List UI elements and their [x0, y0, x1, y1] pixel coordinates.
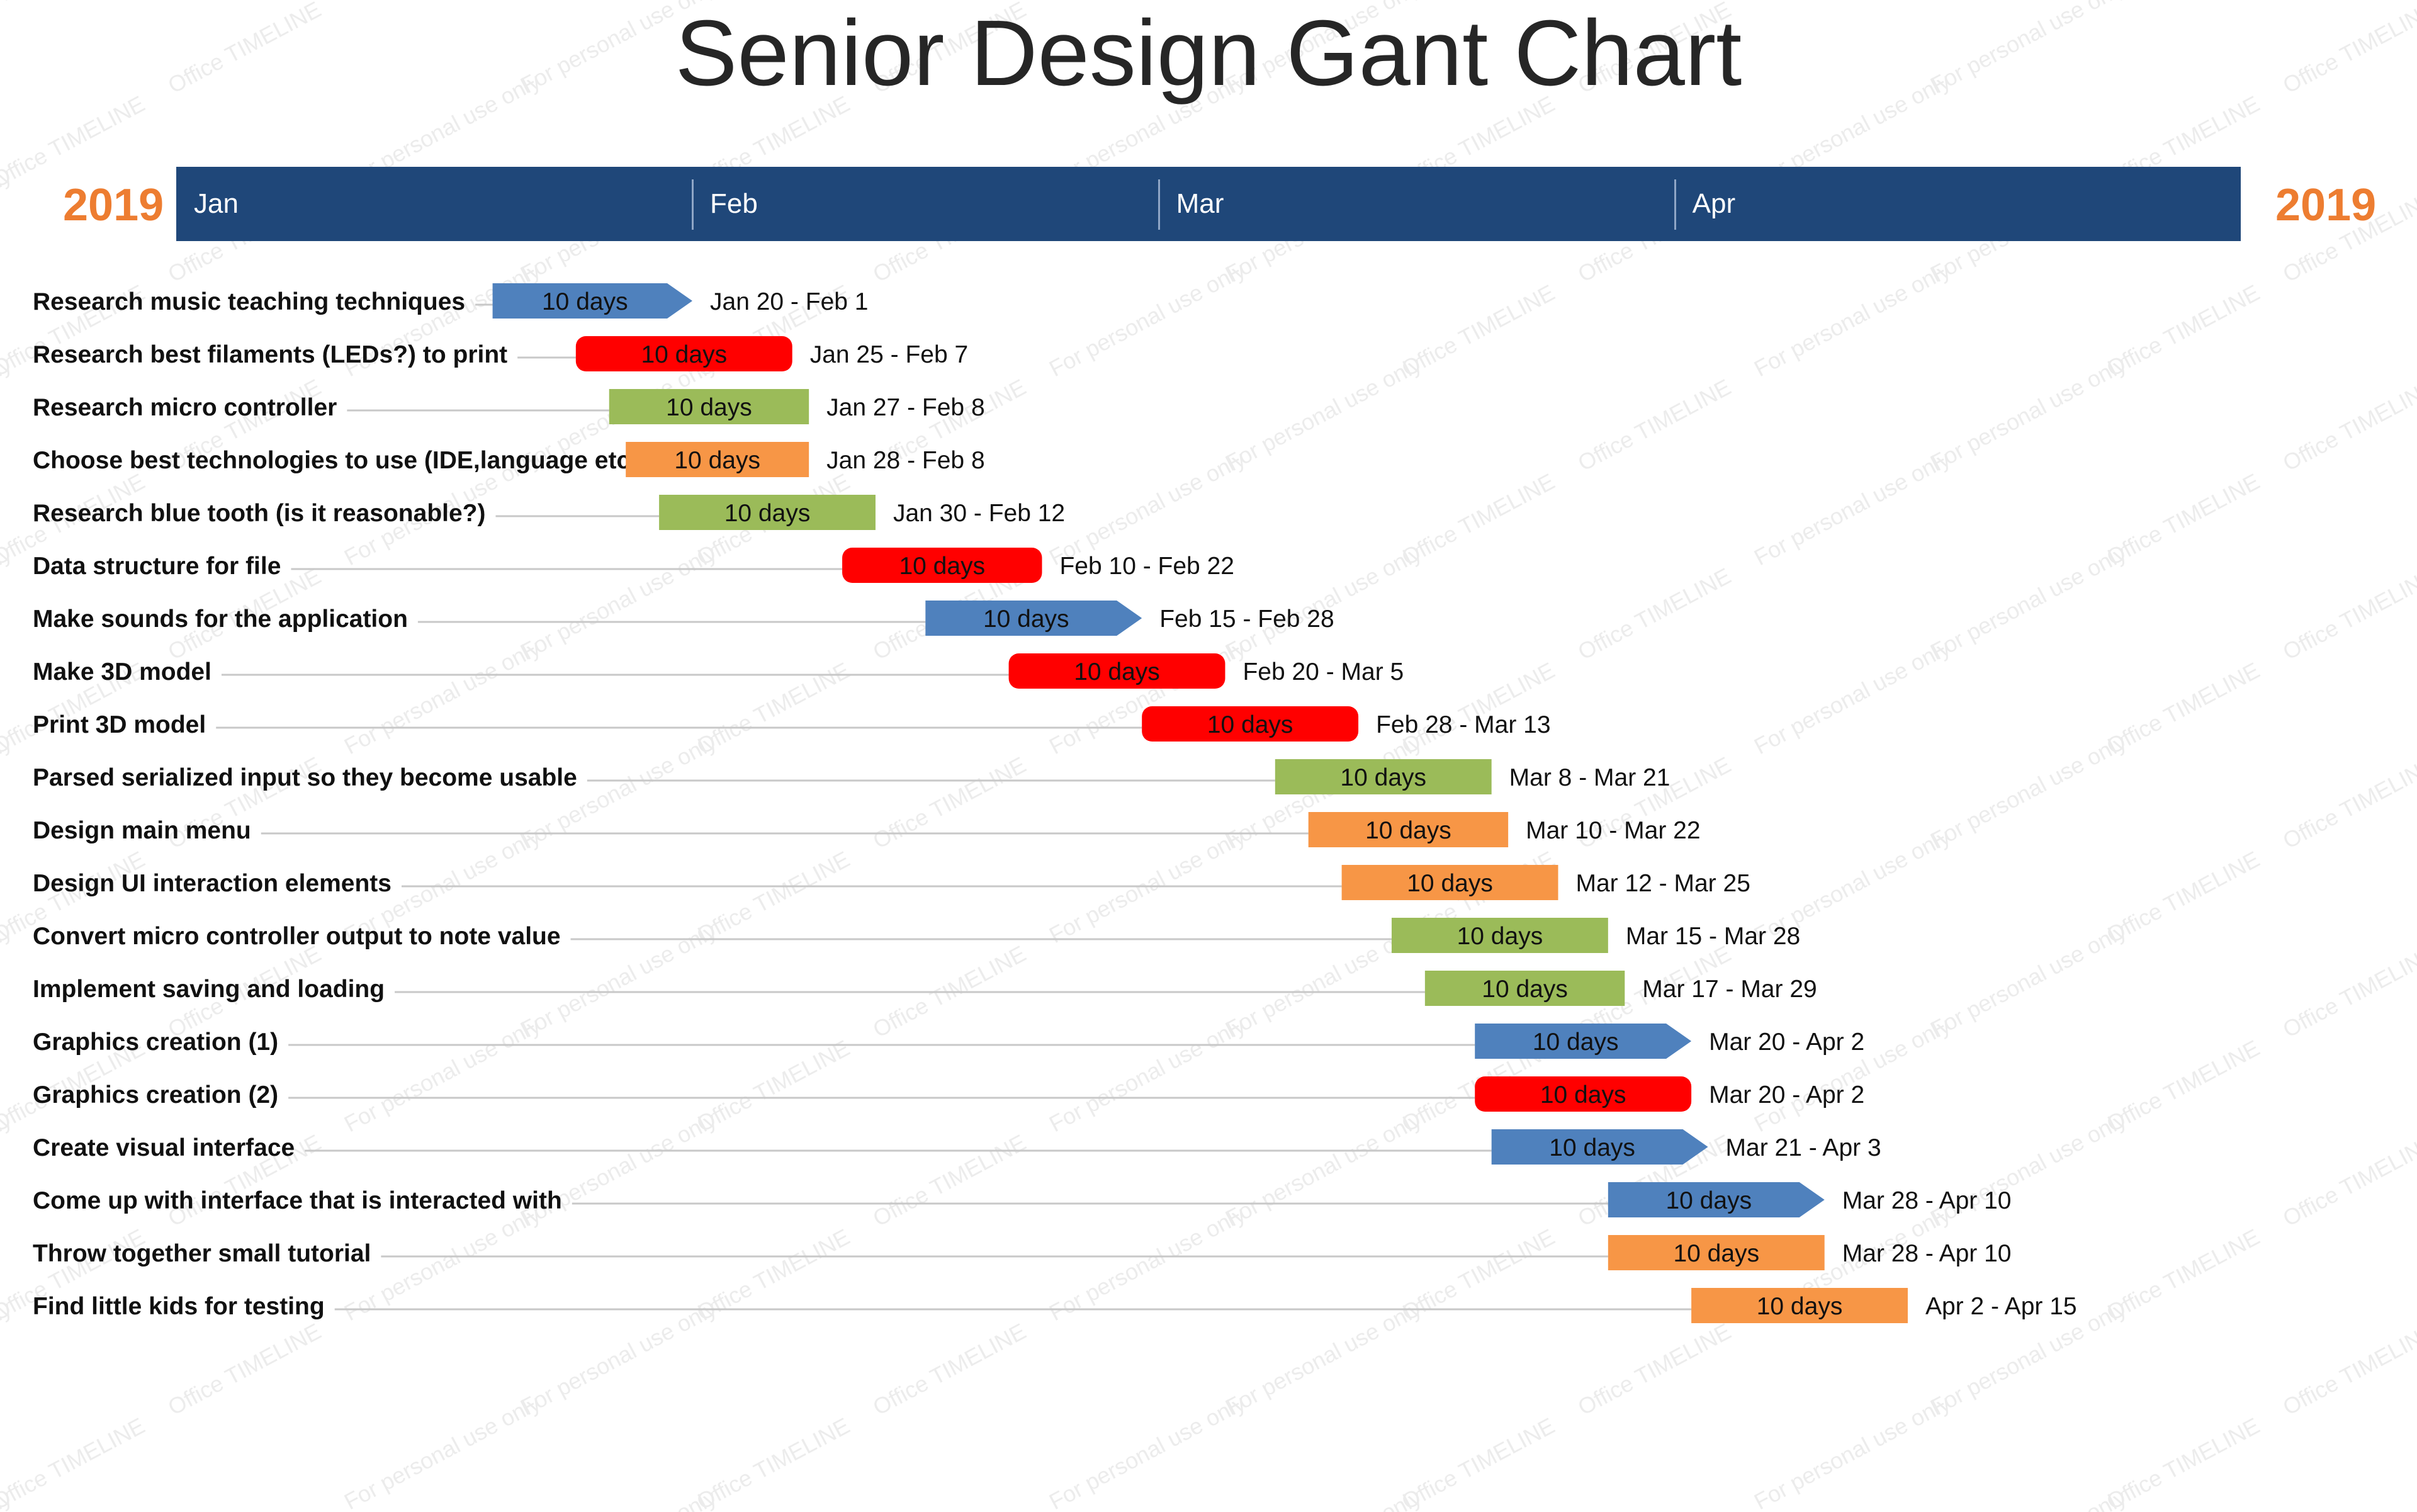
year-label-left: 2019	[63, 174, 170, 237]
task-duration: 10 days	[1207, 711, 1293, 738]
task-duration: 10 days	[983, 606, 1069, 633]
task-label: Convert micro controller output to note …	[33, 923, 561, 950]
task-label: Print 3D model	[33, 711, 206, 738]
task-dates: Jan 25 - Feb 7	[810, 341, 968, 368]
task-duration: 10 days	[1665, 1187, 1752, 1214]
month-label-apr: Apr	[1693, 167, 1735, 241]
task-dates: Mar 8 - Mar 21	[1509, 764, 1670, 791]
task-dates: Mar 12 - Mar 25	[1575, 870, 1750, 897]
task-duration: 10 days	[641, 341, 727, 368]
task-label: Make 3D model	[33, 658, 211, 685]
task-label: Design main menu	[33, 817, 251, 844]
task-dates: Apr 2 - Apr 15	[1925, 1293, 2077, 1320]
task-label: Research music teaching techniques	[33, 288, 465, 315]
task-duration: 10 days	[1549, 1134, 1635, 1161]
task-duration: 10 days	[899, 553, 985, 580]
task-duration: 10 days	[1673, 1240, 1759, 1267]
month-divider	[1158, 179, 1160, 230]
task-dates: Feb 15 - Feb 28	[1159, 606, 1334, 633]
task-duration: 10 days	[1074, 658, 1160, 685]
month-label-jan: Jan	[194, 167, 239, 241]
task-dates: Jan 27 - Feb 8	[826, 394, 984, 421]
task-label: Design UI interaction elements	[33, 870, 392, 897]
task-dates: Mar 21 - Apr 3	[1726, 1134, 1881, 1161]
task-duration: 10 days	[1533, 1029, 1619, 1056]
task-label: Create visual interface	[33, 1134, 295, 1161]
task-duration: 10 days	[1757, 1293, 1843, 1320]
task-label: Make sounds for the application	[33, 606, 408, 633]
month-label-mar: Mar	[1176, 167, 1224, 241]
task-label: Parsed serialized input so they become u…	[33, 764, 577, 791]
task-dates: Jan 30 - Feb 12	[893, 500, 1065, 527]
task-dates: Jan 20 - Feb 1	[710, 288, 868, 315]
task-label: Graphics creation (1)	[33, 1029, 278, 1056]
month-divider	[1674, 179, 1676, 230]
month-divider	[692, 179, 694, 230]
task-label: Graphics creation (2)	[33, 1081, 278, 1109]
chart-title: Senior Design Gant Chart	[0, 0, 2417, 107]
task-dates: Mar 28 - Apr 10	[1842, 1187, 2012, 1214]
task-dates: Feb 10 - Feb 22	[1059, 553, 1234, 580]
task-duration: 10 days	[1340, 764, 1426, 791]
task-dates: Mar 20 - Apr 2	[1709, 1029, 1864, 1056]
task-duration: 10 days	[1540, 1081, 1626, 1109]
task-label: Come up with interface that is interacte…	[33, 1187, 562, 1214]
task-duration: 10 days	[724, 500, 811, 527]
task-duration: 10 days	[674, 447, 760, 474]
task-duration: 10 days	[542, 288, 628, 315]
task-dates: Feb 20 - Mar 5	[1242, 658, 1404, 685]
month-label-feb: Feb	[710, 167, 758, 241]
task-dates: Mar 15 - Mar 28	[1626, 923, 1800, 950]
task-dates: Feb 28 - Mar 13	[1376, 711, 1550, 738]
task-label: Research blue tooth (is it reasonable?)	[33, 500, 485, 527]
task-dates: Mar 17 - Mar 29	[1642, 976, 1817, 1003]
year-label-right: 2019	[2275, 174, 2386, 237]
task-duration: 10 days	[1457, 923, 1543, 950]
task-dates: Jan 28 - Feb 8	[826, 447, 984, 474]
task-label: Find little kids for testing	[33, 1293, 325, 1320]
task-dates: Mar 10 - Mar 22	[1526, 817, 1700, 844]
task-duration: 10 days	[666, 394, 752, 421]
task-duration: 10 days	[1365, 817, 1451, 844]
task-duration: 10 days	[1407, 870, 1493, 897]
task-label: Choose best technologies to use (IDE,lan…	[33, 447, 638, 474]
task-label: Research micro controller	[33, 394, 337, 421]
task-duration: 10 days	[1482, 976, 1568, 1003]
task-dates: Mar 28 - Apr 10	[1842, 1240, 2012, 1267]
task-label: Throw together small tutorial	[33, 1240, 371, 1267]
task-label: Data structure for file	[33, 553, 281, 580]
timescale-bar: Jan Feb Mar Apr	[176, 167, 2241, 241]
task-label: Implement saving and loading	[33, 976, 385, 1003]
task-label: Research best filaments (LEDs?) to print	[33, 341, 507, 368]
task-dates: Mar 20 - Apr 2	[1709, 1081, 1864, 1109]
